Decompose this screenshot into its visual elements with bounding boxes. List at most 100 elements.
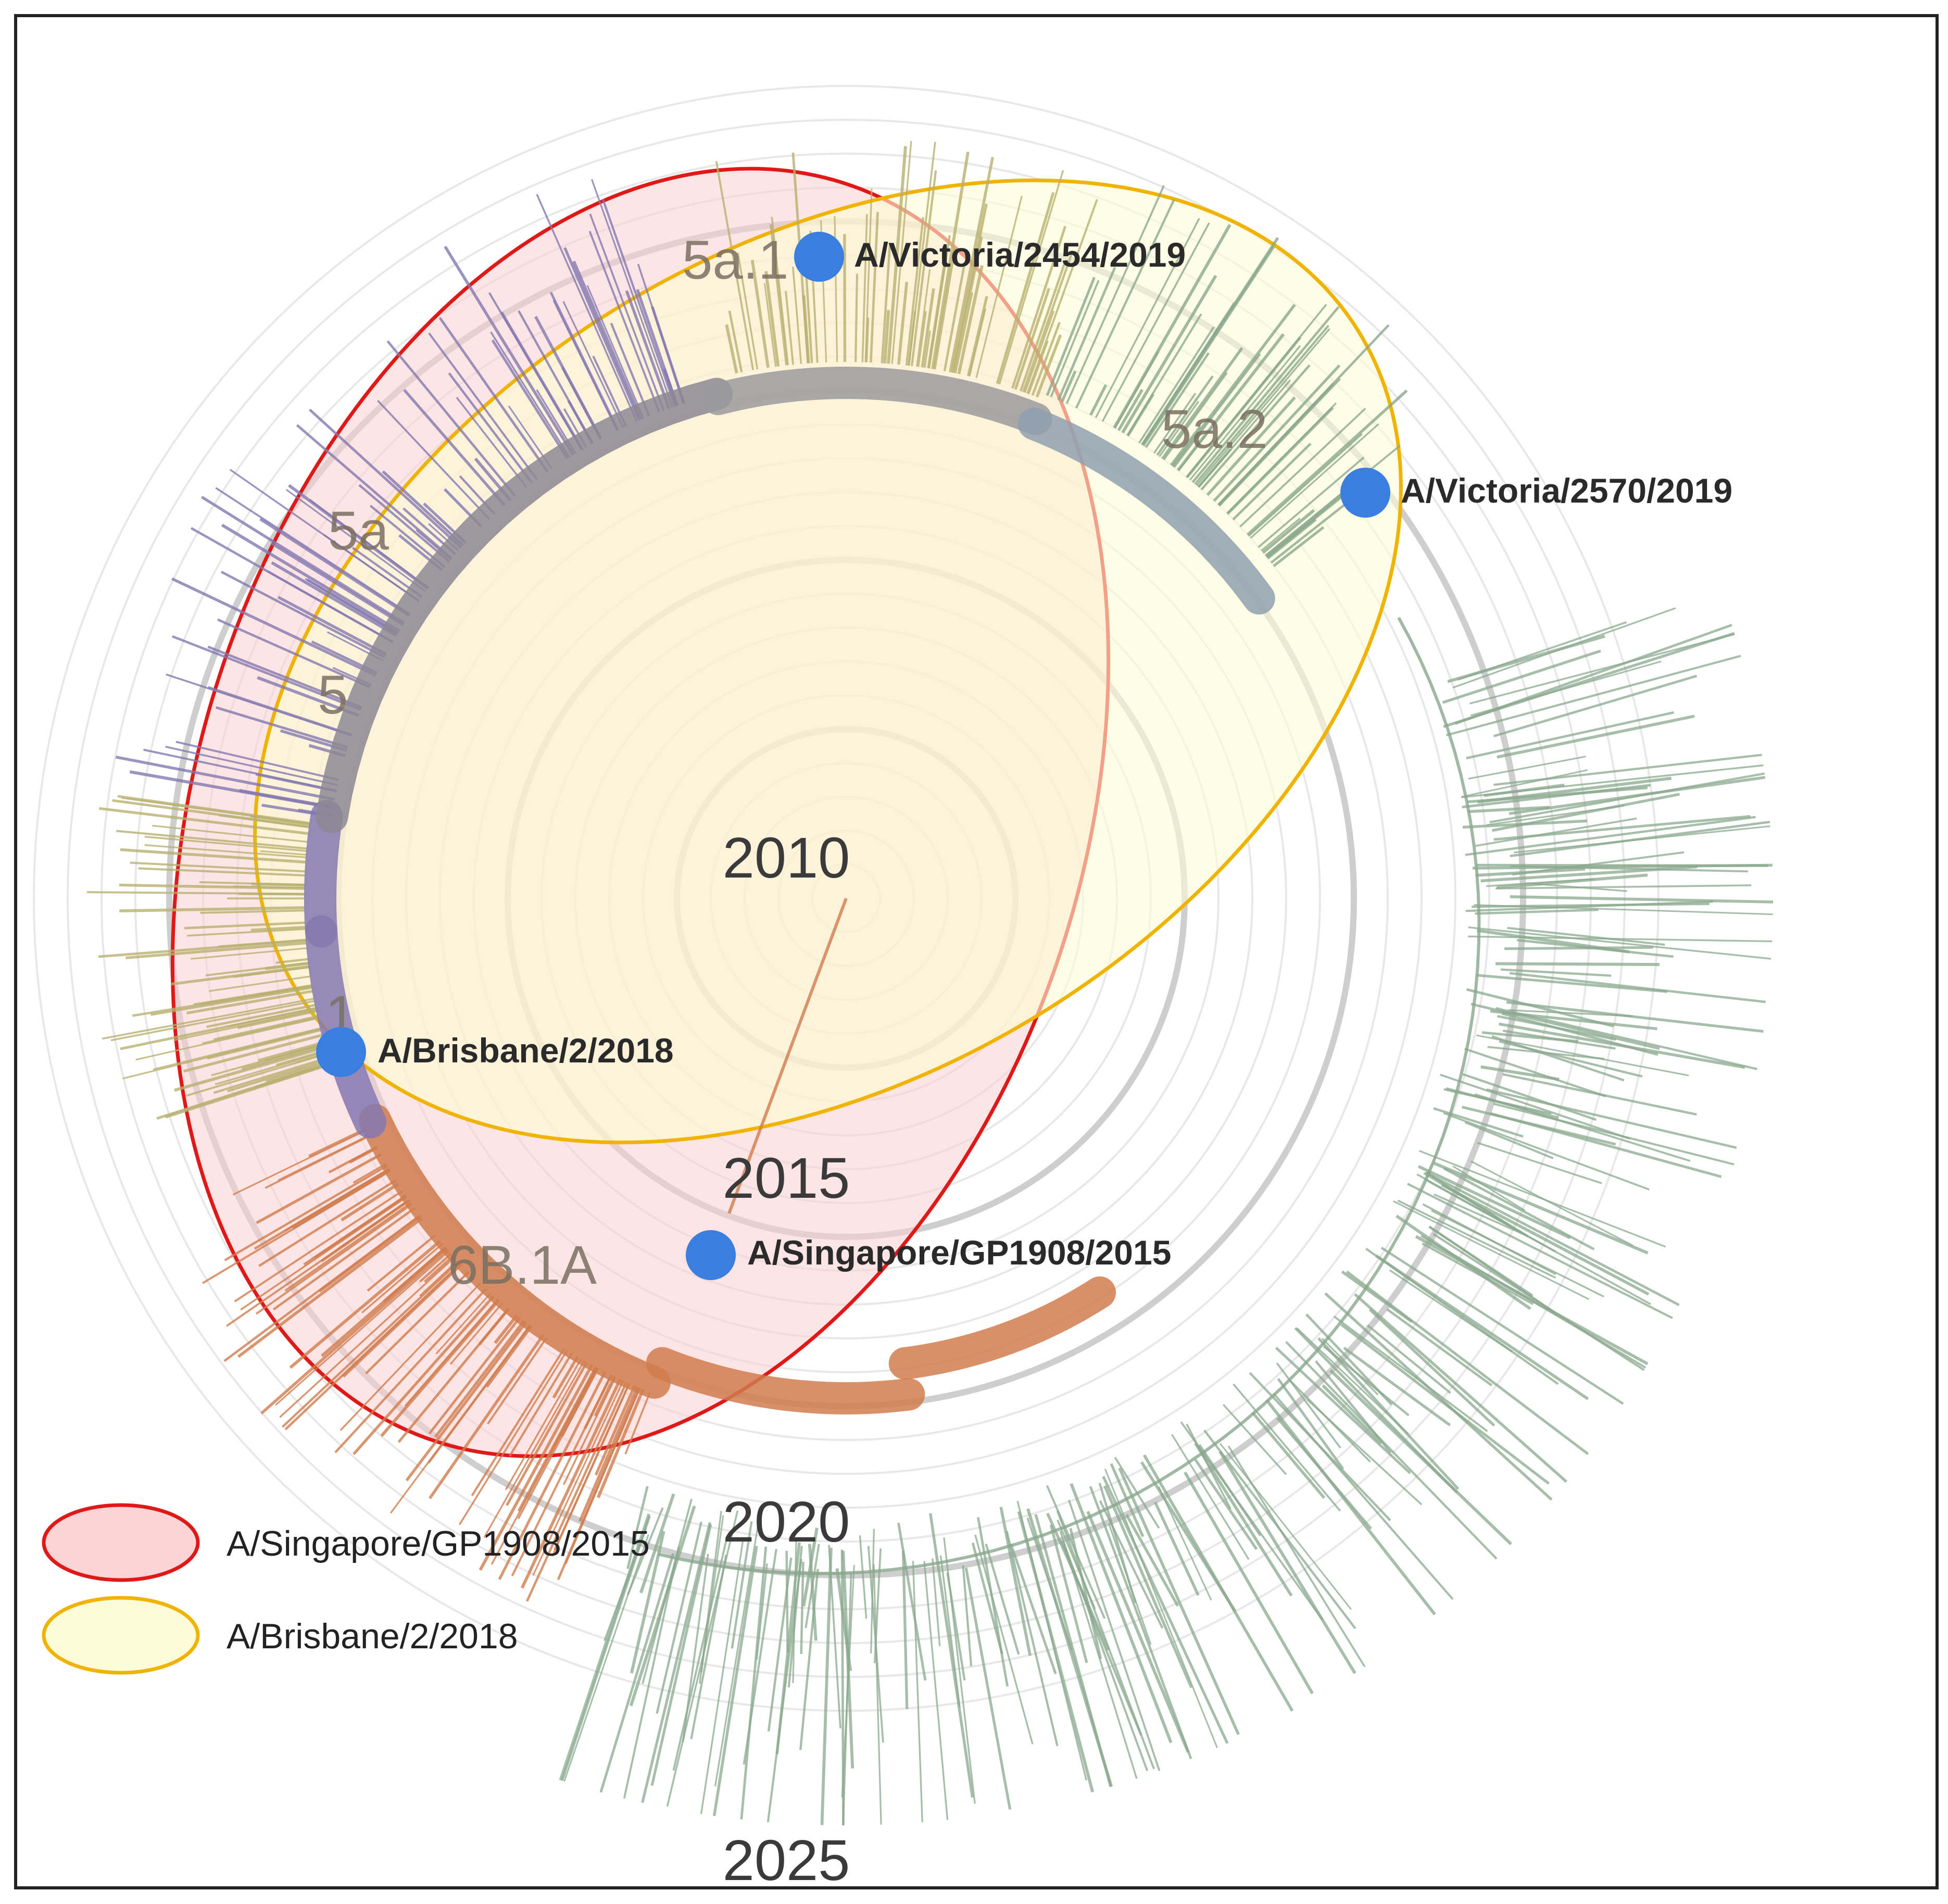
tree-branch: [321, 1199, 410, 1262]
tree-branch: [1343, 1346, 1451, 1426]
tree-branch: [1191, 306, 1340, 483]
tree-branch: [1389, 1269, 1513, 1352]
tree-branch: [865, 317, 870, 362]
backbone-segment: [359, 1104, 671, 1399]
tree-branch: [1159, 401, 1199, 457]
backbone-segment: [1017, 407, 1275, 615]
tree-branch: [700, 1537, 745, 1814]
tree-branch: [365, 1271, 470, 1375]
tree-branch: [129, 770, 334, 809]
tree-branch: [1425, 1171, 1680, 1307]
tree-branch: [517, 1366, 597, 1512]
tree-branch: [150, 986, 312, 1016]
tree-branch: [985, 1543, 1020, 1655]
tree-branch: [119, 906, 305, 912]
tree-branch: [917, 311, 927, 367]
tree-branch: [1426, 1179, 1651, 1305]
strain-label-victoria-2454: A/Victoria/2454/2019: [854, 235, 1186, 274]
tree-branch: [1206, 396, 1296, 496]
tree-branch: [588, 231, 660, 413]
tree-branch: [1049, 1524, 1088, 1663]
tree-branch: [1324, 1292, 1553, 1501]
tree-branch: [820, 1547, 833, 1825]
tree-branch: [444, 245, 575, 456]
tree-branch: [1227, 1445, 1366, 1668]
tree-branch: [1069, 1527, 1102, 1659]
tree-branch: [928, 1513, 974, 1798]
tree-branch: [1217, 324, 1390, 506]
tree-branch: [288, 484, 429, 590]
tree-branch: [1443, 1112, 1650, 1191]
tree-branch: [102, 998, 315, 1040]
tree-branch: [1194, 324, 1329, 485]
tree-branch: [728, 310, 743, 373]
tree-branch: [883, 310, 890, 364]
tree-branch: [1366, 1324, 1451, 1394]
tree-branch: [1497, 715, 1695, 759]
tree-branch: [1480, 865, 1698, 883]
clade-label-5a: 5a: [328, 500, 389, 561]
tree-branch: [1509, 972, 1766, 1004]
tree-branch: [1213, 364, 1341, 502]
tree-branch: [1250, 423, 1379, 539]
tree-branch: [954, 292, 973, 373]
tree-branch: [122, 1028, 321, 1080]
tree-branch: [731, 1521, 753, 1649]
tree-branch: [1465, 816, 1756, 856]
tree-branch: [1108, 1523, 1152, 1645]
tree-branch: [1198, 1444, 1262, 1536]
tree-branch: [1475, 908, 1599, 915]
tree-branch: [306, 578, 399, 635]
tree-branch: [1251, 1411, 1326, 1499]
tree-branch: [949, 157, 995, 373]
tree-backbone: [304, 367, 1275, 1415]
tree-branch: [340, 1283, 481, 1431]
tree-branch: [952, 236, 983, 373]
tree-branch: [1026, 1508, 1113, 1787]
tree-branch: [240, 1196, 408, 1311]
tree-branch: [207, 645, 362, 709]
tree-branch: [559, 1513, 650, 1781]
tree-branch: [1461, 764, 1764, 798]
clade-label-6b1a: 6B.1A: [448, 1235, 597, 1296]
tree-branch: [132, 985, 312, 1017]
tree-branch: [187, 928, 306, 937]
tree-branch: [840, 1549, 845, 1826]
tree-branch: [650, 1524, 712, 1786]
tree-branch: [296, 424, 453, 560]
tree-branch: [596, 1388, 645, 1498]
tree-branch: [1226, 402, 1337, 514]
legend: A/Singapore/GP1908/2015 A/Brisbane/2/201…: [42, 1503, 650, 1675]
tree-branch: [1142, 1454, 1294, 1712]
tree-branch: [334, 1288, 487, 1454]
tree-branch: [564, 1387, 641, 1564]
tree-branch: [771, 217, 789, 366]
tree-branch: [842, 1573, 852, 1826]
tree-branch: [202, 1170, 391, 1284]
tree-branch: [237, 1217, 423, 1358]
tree-branch: [1006, 1531, 1059, 1747]
tree-branch: [265, 1134, 371, 1189]
tree-branch: [1026, 199, 1098, 394]
tree-branch: [1495, 1007, 1758, 1070]
tree-branch: [423, 1255, 454, 1283]
tree-branch: [1477, 776, 1672, 804]
tree-branch: [1393, 1200, 1590, 1300]
tree-branch: [1198, 379, 1291, 488]
tree-branch: [1057, 267, 1116, 401]
tree-branch: [1089, 1486, 1192, 1760]
tree-branch: [135, 1017, 319, 1061]
tree-branch: [767, 1557, 793, 1732]
tree-branch: [289, 1239, 442, 1369]
tree-branch: [184, 921, 306, 930]
tree-branch: [1509, 775, 1766, 816]
tree-branch: [887, 146, 907, 364]
tree-branch: [1189, 345, 1301, 481]
tree-branch: [763, 283, 777, 367]
clade-label-5: 5: [318, 665, 348, 725]
tree-branch: [1177, 427, 1213, 471]
tree-branch: [215, 487, 410, 616]
tree-branch: [1346, 1270, 1589, 1455]
tree-branch: [1469, 633, 1735, 705]
